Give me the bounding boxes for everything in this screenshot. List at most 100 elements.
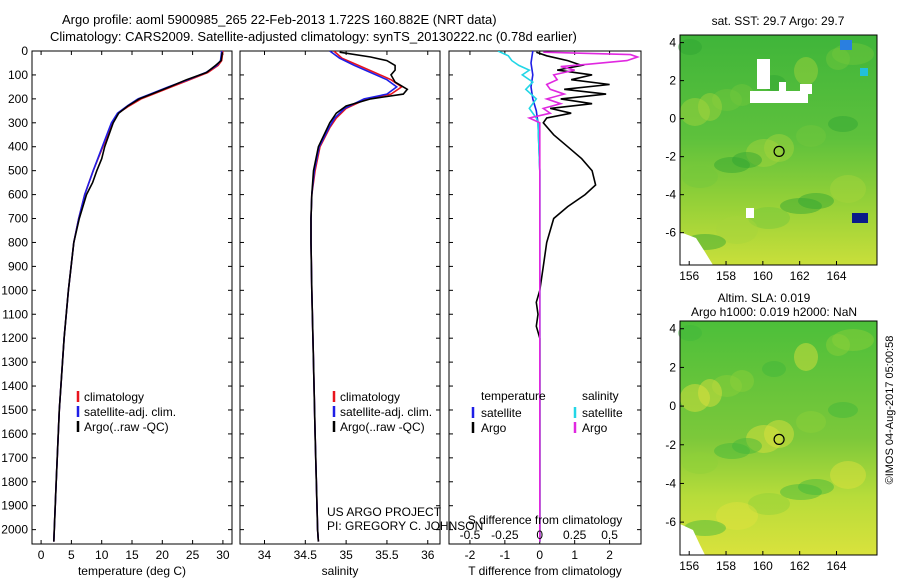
map-y-tick-label: -6 (665, 515, 676, 529)
y-tick-label: 200 (8, 92, 28, 106)
map-texture (716, 502, 758, 530)
map-texture (714, 443, 750, 459)
map-y-tick-label: -2 (665, 438, 676, 452)
map-title-sla-2: Argo h1000: 0.019 h2000: NaN (691, 305, 857, 319)
map-texture (714, 157, 750, 173)
y-tick-label: 1300 (1, 355, 28, 369)
y-tick-label: 1700 (1, 451, 28, 465)
plot-frame-temp (31, 50, 233, 545)
map-y-tick-label: 2 (669, 74, 676, 88)
map-texture (832, 43, 874, 65)
x-tick-label: 2 (606, 548, 613, 562)
map-texture (798, 193, 834, 209)
map-texture (780, 484, 822, 500)
x-tick-label: 35.5 (375, 548, 399, 562)
map-texture (796, 125, 826, 147)
map-texture (680, 98, 710, 126)
legend-title-salinity: salinity (582, 389, 619, 403)
legend-label: Argo(..raw -QC) (340, 420, 425, 434)
legend-label: climatology (84, 390, 144, 404)
y-tick-label: 900 (8, 259, 28, 273)
map-texture (712, 89, 742, 111)
map-texture (716, 216, 758, 244)
x2-tick-label: -0.25 (491, 528, 519, 542)
map-field-sla (680, 321, 877, 555)
x-tick-label: 0 (536, 548, 543, 562)
map-texture (682, 452, 718, 474)
y-tick-label: 1200 (1, 331, 28, 345)
legend-title-temperature: temperature (481, 389, 546, 403)
cloud-mask (746, 208, 754, 218)
cloud-mask (800, 84, 812, 94)
y-tick-label: 500 (8, 164, 28, 178)
map-texture (746, 425, 782, 453)
map-texture (826, 334, 850, 356)
map-texture (732, 438, 762, 454)
map-texture (684, 520, 726, 536)
map-y-tick-label: 2 (669, 360, 676, 374)
x-tick-label: -2 (465, 548, 476, 562)
map-title-sst: sat. SST: 29.7 Argo: 29.7 (712, 14, 845, 28)
y-tick-label: 0 (21, 44, 28, 58)
map-texture (832, 329, 874, 351)
y-tick-label: 1900 (1, 499, 28, 513)
legend-label: Argo(..raw -QC) (84, 420, 169, 434)
legend-label: satellite (582, 406, 623, 420)
map-texture (826, 48, 850, 70)
land-mask (680, 524, 705, 555)
x2-tick-label: 0.25 (563, 528, 587, 542)
map-x-tick-label: 160 (753, 559, 773, 573)
map-texture (712, 375, 742, 397)
map-x-tick-label: 164 (826, 559, 846, 573)
y-tick-label: 1500 (1, 403, 28, 417)
map-x-tick-label: 162 (790, 559, 810, 573)
y-tick-label: 1400 (1, 379, 28, 393)
plot-frame-diff (448, 50, 642, 545)
y-tick-label: 300 (8, 116, 28, 130)
land-mask (680, 232, 713, 265)
map-texture (746, 139, 782, 167)
legend-label: satellite-adj. clim. (84, 405, 176, 419)
map-x-tick-label: 156 (679, 269, 699, 283)
cloud-mask (757, 59, 770, 89)
x-tick-label: 1 (571, 548, 578, 562)
y-tick-label: 600 (8, 188, 28, 202)
map-y-tick-label: -2 (665, 150, 676, 164)
map-texture (830, 175, 866, 203)
map-y-tick-label: -6 (665, 226, 676, 240)
cold-pixel (852, 213, 868, 223)
map-y-tick-label: 0 (669, 112, 676, 126)
cloud-mask (750, 91, 808, 103)
x-tick-label: 5 (68, 548, 75, 562)
map-texture (762, 361, 786, 377)
map-texture (698, 379, 722, 407)
map-x-tick-label: 156 (679, 559, 699, 573)
map-y-tick-label: -4 (665, 476, 676, 490)
series-line-argo-raw-qc- (53, 52, 224, 542)
x-tick-label: 15 (125, 548, 139, 562)
map-texture (730, 84, 754, 106)
map-texture (780, 198, 822, 214)
map-texture (678, 325, 702, 341)
legend-label: satellite-adj. clim. (340, 405, 432, 419)
x-axis-label-secondary: S difference from climatology (468, 513, 623, 527)
map-texture (828, 402, 858, 418)
x-tick-label: 34.5 (294, 548, 318, 562)
y-tick-label: 800 (8, 235, 28, 249)
x2-tick-label: 0.5 (601, 528, 618, 542)
legend-label: climatology (340, 390, 400, 404)
annotation-project: US ARGO PROJECT (327, 505, 442, 519)
annotation-pi: PI: GREGORY C. JOHNSON (327, 519, 483, 533)
y-tick-label: 1600 (1, 427, 28, 441)
y-tick-label: 2000 (1, 523, 28, 537)
series-line-argo-raw-qc- (310, 51, 409, 542)
x2-tick-label: -0.5 (460, 528, 481, 542)
series-line-climatology (53, 51, 224, 542)
series-line-satellite-adj-clim- (310, 51, 399, 542)
x-tick-label: 34 (258, 548, 272, 562)
map-texture (764, 134, 794, 162)
y-tick-label: 1000 (1, 283, 28, 297)
x-tick-label: -1 (500, 548, 511, 562)
map-texture (678, 39, 702, 55)
